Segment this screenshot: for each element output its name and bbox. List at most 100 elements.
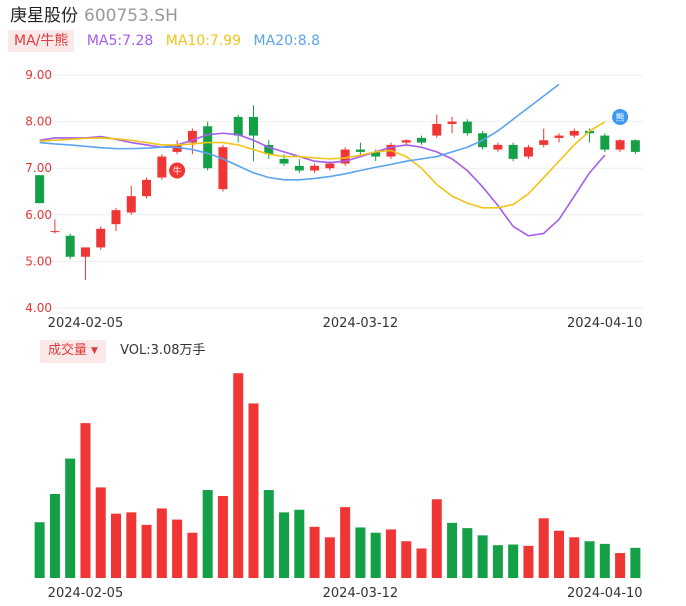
ma20-legend: MA20:8.8 <box>253 33 320 49</box>
candle-body <box>432 123 442 136</box>
volume-bar <box>370 532 381 578</box>
candle-body <box>554 135 564 138</box>
candle-body <box>447 121 457 124</box>
volume-bar <box>599 543 610 578</box>
price-date-label: 2024-03-12 <box>323 316 399 331</box>
candle-body <box>371 151 381 157</box>
volume-bar <box>309 526 320 578</box>
stock-title: 庚星股份 600753.SH <box>10 4 178 28</box>
candle-body <box>35 175 45 204</box>
volume-bar <box>615 553 626 578</box>
price-tick-label: 9.00 <box>25 68 52 82</box>
volume-bar <box>431 499 442 578</box>
volume-bar <box>34 522 45 578</box>
volume-bar <box>217 495 228 578</box>
marker-dot <box>169 162 186 179</box>
candle-body <box>401 140 411 143</box>
ma20-line <box>39 83 560 181</box>
volume-bar <box>385 529 396 578</box>
candle-body <box>80 247 90 257</box>
volume-bar <box>111 513 122 578</box>
volume-bar <box>202 490 213 578</box>
volume-bar <box>584 541 595 578</box>
candle-body <box>615 140 625 150</box>
volume-bar <box>508 544 519 578</box>
candle-body <box>630 140 640 152</box>
volume-bar <box>248 403 259 578</box>
volume-bar <box>172 519 183 578</box>
volume-bar <box>538 518 549 578</box>
volume-bar <box>95 487 106 578</box>
candle-body <box>294 165 304 171</box>
candle-body <box>417 137 427 143</box>
candle-body <box>523 147 533 157</box>
candle-body <box>569 130 579 136</box>
candle-body <box>325 163 335 169</box>
candle-body <box>585 130 595 134</box>
caret-down-icon: ▼ <box>91 346 98 356</box>
candle-body <box>65 235 75 257</box>
volume-bar <box>65 458 76 578</box>
candle-body <box>96 228 106 248</box>
price-tick-label: 8.00 <box>25 115 52 129</box>
volume-bar <box>187 532 198 578</box>
candle-body <box>340 149 350 164</box>
candle-body <box>248 116 258 136</box>
volume-bar <box>416 548 427 578</box>
candle-body <box>157 156 167 178</box>
volume-date-label: 2024-02-05 <box>48 586 124 601</box>
volume-bar <box>492 545 503 578</box>
volume-bar <box>324 537 335 578</box>
candle-body <box>493 144 503 150</box>
candle-body <box>126 196 136 213</box>
volume-legend: 成交量 ▼ VOL:3.08万手 <box>40 340 206 363</box>
volume-bar <box>462 528 473 578</box>
volume-bar <box>294 509 305 578</box>
volume-bar <box>523 545 534 578</box>
candle-body <box>508 144 518 159</box>
volume-bar <box>263 490 274 578</box>
candle-body <box>50 231 60 233</box>
ma10-legend: MA10:7.99 <box>165 33 242 49</box>
volume-bar <box>355 527 366 578</box>
candle-body <box>600 135 610 150</box>
ma5-legend: MA5:7.28 <box>86 33 154 49</box>
volume-bar <box>477 535 488 578</box>
volume-bar <box>340 507 351 578</box>
marker-dot <box>612 108 629 125</box>
bear-signal-marker: 熊 <box>612 108 629 125</box>
marker-label: 熊 <box>616 111 625 123</box>
candle-body <box>539 140 549 145</box>
marker-label: 牛 <box>173 165 182 177</box>
candle-body <box>218 147 228 190</box>
volume-bar <box>569 537 580 578</box>
candle-body <box>310 165 320 171</box>
candle-body <box>203 126 213 169</box>
volume-value: VOL:3.08万手 <box>120 343 206 358</box>
candle-body <box>233 116 243 136</box>
volume-indicator-label: 成交量 <box>48 343 88 358</box>
candle-body <box>462 121 472 134</box>
volume-date-label: 2024-03-12 <box>323 586 399 601</box>
ma5-line <box>39 132 606 237</box>
candle-body <box>172 144 182 152</box>
candle-body <box>142 179 152 197</box>
stock-code: 600753.SH <box>84 6 178 26</box>
volume-bar <box>553 530 564 578</box>
volume-bar <box>279 512 290 578</box>
ma10-line <box>39 121 606 209</box>
price-tick-label: 6.00 <box>25 208 52 222</box>
candle-body <box>279 158 289 164</box>
volume-bar <box>447 522 458 578</box>
candle-body <box>264 144 274 155</box>
volume-bar <box>630 547 641 578</box>
price-tick-label: 5.00 <box>25 254 52 268</box>
stock-name: 庚星股份 <box>10 6 78 26</box>
volume-bar <box>49 494 60 578</box>
bull-signal-marker: 牛 <box>169 162 186 179</box>
ma-indicator-tab[interactable]: MA/牛熊 <box>8 30 75 52</box>
volume-indicator-dropdown[interactable]: 成交量 ▼ <box>40 340 106 363</box>
price-tick-label: 4.00 <box>25 301 52 315</box>
volume-bar <box>401 541 412 578</box>
